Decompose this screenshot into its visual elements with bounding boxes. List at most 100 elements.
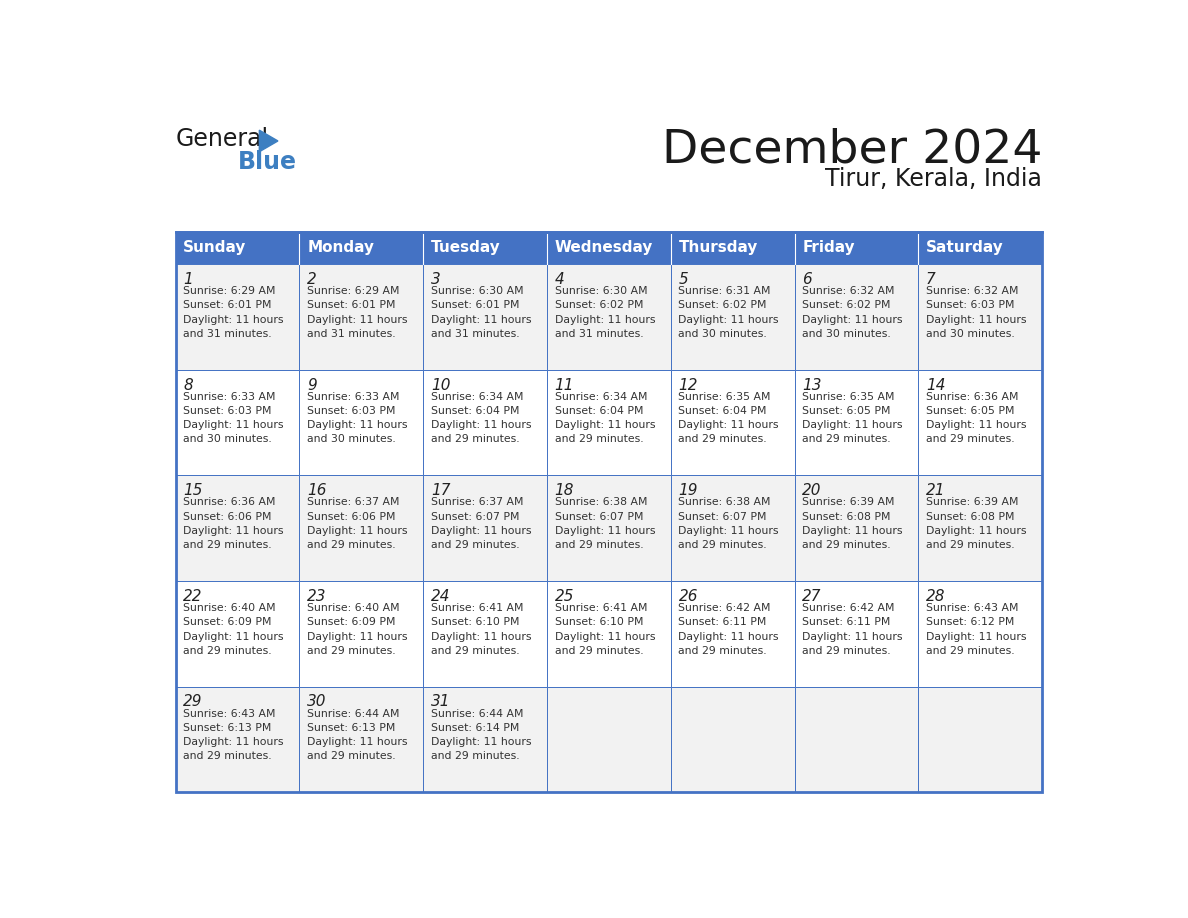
Text: Sunrise: 6:31 AM: Sunrise: 6:31 AM (678, 286, 771, 297)
Text: Daylight: 11 hours: Daylight: 11 hours (555, 632, 656, 642)
Bar (176, 232, 1042, 264)
Text: 18: 18 (555, 483, 574, 498)
Text: Sunset: 6:06 PM: Sunset: 6:06 PM (308, 511, 396, 521)
Bar (176, 370, 299, 476)
Text: and 31 minutes.: and 31 minutes. (431, 329, 519, 339)
Text: and 29 minutes.: and 29 minutes. (183, 752, 272, 761)
Text: Sunset: 6:02 PM: Sunset: 6:02 PM (802, 300, 891, 310)
Text: Sunrise: 6:35 AM: Sunrise: 6:35 AM (802, 392, 895, 402)
Text: Sunset: 6:03 PM: Sunset: 6:03 PM (308, 406, 396, 416)
Text: 15: 15 (183, 483, 203, 498)
Text: Sunset: 6:01 PM: Sunset: 6:01 PM (431, 300, 519, 310)
Text: Daylight: 11 hours: Daylight: 11 hours (183, 526, 284, 536)
Text: Sunrise: 6:43 AM: Sunrise: 6:43 AM (927, 603, 1018, 613)
Text: and 29 minutes.: and 29 minutes. (183, 645, 272, 655)
Bar (671, 687, 795, 792)
Bar (795, 581, 918, 687)
Text: 17: 17 (431, 483, 450, 498)
Text: Sunrise: 6:34 AM: Sunrise: 6:34 AM (555, 392, 647, 402)
Text: Sunset: 6:04 PM: Sunset: 6:04 PM (678, 406, 767, 416)
Text: Sunrise: 6:39 AM: Sunrise: 6:39 AM (802, 498, 895, 508)
Text: and 31 minutes.: and 31 minutes. (183, 329, 272, 339)
Text: 12: 12 (678, 377, 699, 393)
Text: Sunrise: 6:43 AM: Sunrise: 6:43 AM (183, 709, 276, 719)
Text: 9: 9 (308, 377, 317, 393)
Text: Sunrise: 6:39 AM: Sunrise: 6:39 AM (927, 498, 1018, 508)
Text: Sunset: 6:10 PM: Sunset: 6:10 PM (431, 617, 519, 627)
Text: Daylight: 11 hours: Daylight: 11 hours (927, 420, 1026, 431)
Bar (546, 687, 671, 792)
Text: Daylight: 11 hours: Daylight: 11 hours (431, 526, 531, 536)
Text: 21: 21 (927, 483, 946, 498)
Text: Daylight: 11 hours: Daylight: 11 hours (802, 632, 903, 642)
Text: 4: 4 (555, 272, 564, 286)
Bar (299, 476, 423, 581)
Text: Sunrise: 6:33 AM: Sunrise: 6:33 AM (308, 392, 399, 402)
Text: and 29 minutes.: and 29 minutes. (555, 540, 644, 550)
Text: Wednesday: Wednesday (555, 241, 653, 255)
Text: Tuesday: Tuesday (431, 241, 500, 255)
Text: Sunrise: 6:32 AM: Sunrise: 6:32 AM (802, 286, 895, 297)
Text: 6: 6 (802, 272, 813, 286)
Text: 5: 5 (678, 272, 688, 286)
Text: 27: 27 (802, 588, 822, 604)
Bar (176, 232, 1042, 792)
Text: Daylight: 11 hours: Daylight: 11 hours (678, 526, 779, 536)
Text: 29: 29 (183, 694, 203, 710)
Text: Sunset: 6:01 PM: Sunset: 6:01 PM (183, 300, 272, 310)
Text: Blue: Blue (238, 151, 297, 174)
Text: Thursday: Thursday (678, 241, 758, 255)
Text: Sunset: 6:13 PM: Sunset: 6:13 PM (308, 723, 396, 733)
Text: and 29 minutes.: and 29 minutes. (927, 645, 1015, 655)
Text: Daylight: 11 hours: Daylight: 11 hours (431, 632, 531, 642)
Text: Sunset: 6:06 PM: Sunset: 6:06 PM (183, 511, 272, 521)
Text: Sunset: 6:04 PM: Sunset: 6:04 PM (431, 406, 519, 416)
Bar (918, 687, 1042, 792)
Text: Sunrise: 6:36 AM: Sunrise: 6:36 AM (927, 392, 1018, 402)
Text: 22: 22 (183, 588, 203, 604)
Text: Sunset: 6:09 PM: Sunset: 6:09 PM (308, 617, 396, 627)
Text: and 29 minutes.: and 29 minutes. (678, 540, 767, 550)
Text: Daylight: 11 hours: Daylight: 11 hours (555, 526, 656, 536)
Text: 24: 24 (431, 588, 450, 604)
Text: Saturday: Saturday (927, 241, 1004, 255)
Text: Sunset: 6:02 PM: Sunset: 6:02 PM (678, 300, 767, 310)
Text: Sunrise: 6:41 AM: Sunrise: 6:41 AM (555, 603, 647, 613)
Text: 14: 14 (927, 377, 946, 393)
Text: Sunday: Sunday (183, 241, 247, 255)
Text: Daylight: 11 hours: Daylight: 11 hours (308, 315, 407, 325)
Text: Daylight: 11 hours: Daylight: 11 hours (927, 526, 1026, 536)
Text: and 29 minutes.: and 29 minutes. (555, 434, 644, 444)
Text: Daylight: 11 hours: Daylight: 11 hours (183, 420, 284, 431)
Text: and 29 minutes.: and 29 minutes. (678, 434, 767, 444)
Text: Sunset: 6:03 PM: Sunset: 6:03 PM (183, 406, 272, 416)
Text: Tirur, Kerala, India: Tirur, Kerala, India (826, 167, 1042, 191)
Bar (795, 370, 918, 476)
Text: Sunset: 6:04 PM: Sunset: 6:04 PM (555, 406, 643, 416)
Text: 8: 8 (183, 377, 194, 393)
Bar (423, 370, 546, 476)
Text: Sunset: 6:11 PM: Sunset: 6:11 PM (678, 617, 767, 627)
Text: and 29 minutes.: and 29 minutes. (802, 540, 891, 550)
Text: and 29 minutes.: and 29 minutes. (183, 540, 272, 550)
Text: Sunrise: 6:44 AM: Sunrise: 6:44 AM (308, 709, 399, 719)
Text: and 31 minutes.: and 31 minutes. (308, 329, 396, 339)
Text: Sunrise: 6:42 AM: Sunrise: 6:42 AM (802, 603, 895, 613)
Text: 25: 25 (555, 588, 574, 604)
Polygon shape (259, 130, 278, 151)
Text: and 29 minutes.: and 29 minutes. (308, 752, 396, 761)
Text: 30: 30 (308, 694, 327, 710)
Text: 19: 19 (678, 483, 699, 498)
Text: Sunrise: 6:34 AM: Sunrise: 6:34 AM (431, 392, 524, 402)
Bar (423, 581, 546, 687)
Text: Sunrise: 6:37 AM: Sunrise: 6:37 AM (431, 498, 524, 508)
Text: Daylight: 11 hours: Daylight: 11 hours (183, 315, 284, 325)
Text: Daylight: 11 hours: Daylight: 11 hours (431, 420, 531, 431)
Text: and 29 minutes.: and 29 minutes. (308, 645, 396, 655)
Bar (299, 687, 423, 792)
Text: Sunrise: 6:36 AM: Sunrise: 6:36 AM (183, 498, 276, 508)
Text: Sunrise: 6:29 AM: Sunrise: 6:29 AM (308, 286, 399, 297)
Text: Daylight: 11 hours: Daylight: 11 hours (802, 315, 903, 325)
Text: Daylight: 11 hours: Daylight: 11 hours (308, 420, 407, 431)
Text: Sunrise: 6:42 AM: Sunrise: 6:42 AM (678, 603, 771, 613)
